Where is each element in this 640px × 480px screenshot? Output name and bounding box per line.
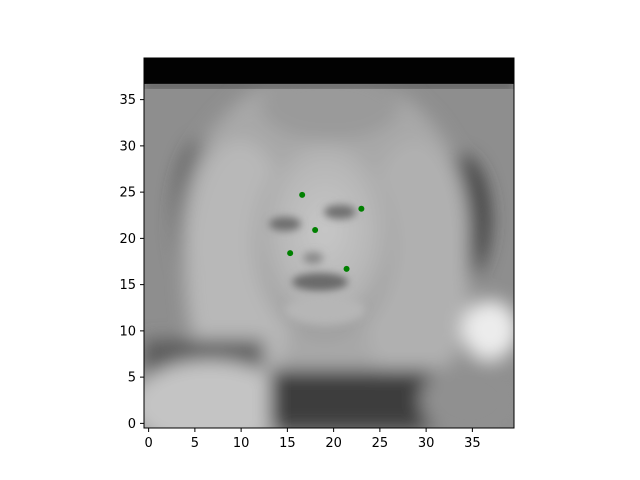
y-tick-label-0: 0 <box>128 417 136 432</box>
x-tick-label-0: 0 <box>144 436 152 451</box>
y-tick-label-20: 20 <box>119 232 136 247</box>
face-image <box>144 58 514 428</box>
y-tick-label-35: 35 <box>119 93 136 108</box>
y-tick-label-25: 25 <box>119 186 136 201</box>
scatter-point-3 <box>299 191 306 198</box>
scatter-point-4 <box>358 205 365 212</box>
scatter-points <box>287 191 365 272</box>
y-tick-label-15: 15 <box>119 278 136 293</box>
x-tick-label-10: 10 <box>233 436 250 451</box>
y-tick-label-5: 5 <box>128 371 136 386</box>
x-tick-label-25: 25 <box>372 436 389 451</box>
scatter-point-2 <box>312 227 319 234</box>
scatter-point-1 <box>343 265 350 272</box>
x-tick-label-35: 35 <box>464 436 481 451</box>
x-tick-label-20: 20 <box>325 436 342 451</box>
y-tick-label-10: 10 <box>119 324 136 339</box>
x-tick-label-5: 5 <box>191 436 199 451</box>
x-axis: 0 5 10 15 20 25 30 35 <box>144 428 481 451</box>
scatter-point-0 <box>287 250 294 257</box>
x-tick-label-15: 15 <box>279 436 296 451</box>
x-tick-label-30: 30 <box>418 436 435 451</box>
axes-frame <box>143 57 515 429</box>
y-axis: 0 5 10 15 20 25 30 35 <box>119 93 144 432</box>
y-tick-label-30: 30 <box>119 139 136 154</box>
